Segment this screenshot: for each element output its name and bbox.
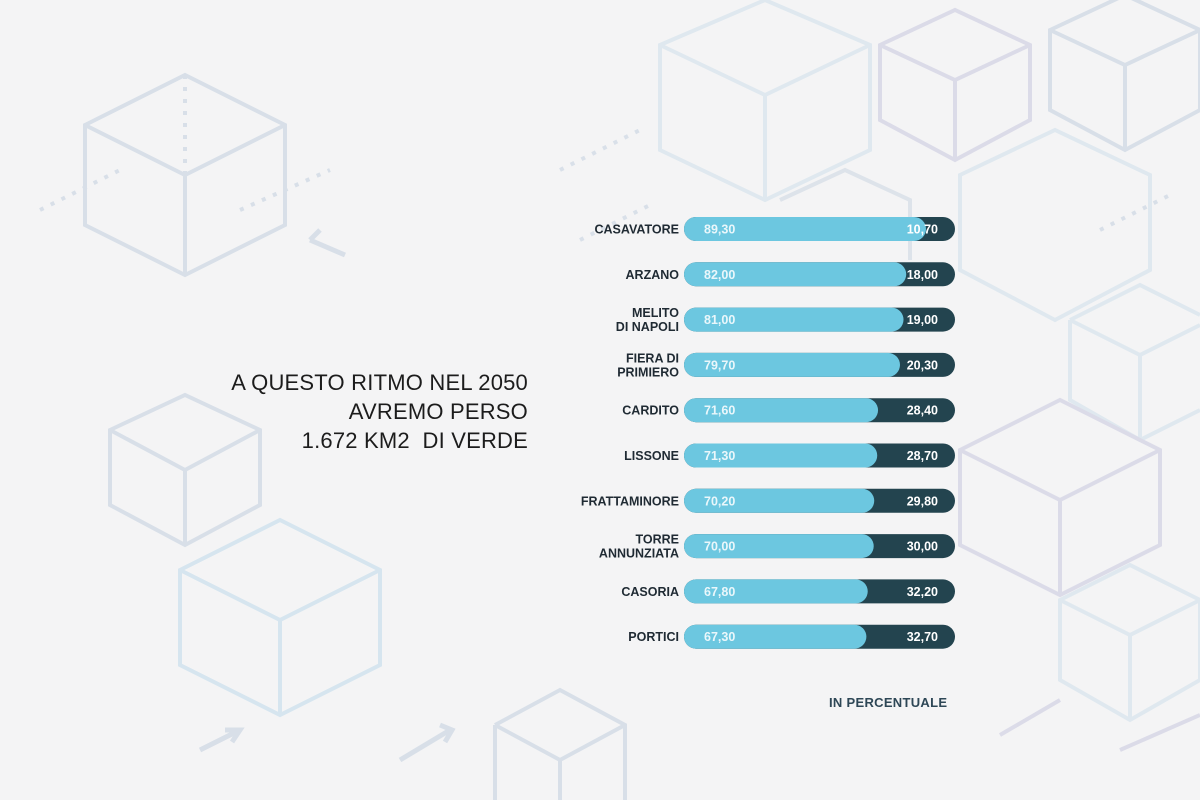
category-label-line: ANNUNZIATA [599, 547, 679, 561]
category-label-line: PORTICI [628, 630, 679, 644]
headline: A QUESTO RITMO NEL 2050 AVREMO PERSO 1.6… [108, 368, 528, 455]
value-label-primary: 89,30 [704, 223, 735, 237]
category-label-line: PRIMIERO [617, 365, 679, 379]
category-label: ARZANO [626, 268, 680, 282]
category-label: CASAVATORE [595, 223, 680, 237]
bar-segment-primary [684, 262, 907, 287]
category-label-line: FRATTAMINORE [581, 494, 679, 508]
category-label-line: CARDITO [622, 404, 679, 418]
value-label-primary: 70,00 [704, 540, 735, 554]
value-label-primary: 82,00 [704, 268, 735, 282]
value-label-remaining: 10,70 [907, 223, 938, 237]
category-label: TORRE ANNUNZIATA [599, 533, 679, 561]
bar-segment-primary [684, 488, 875, 513]
value-label-remaining: 32,20 [907, 585, 938, 599]
value-label-remaining: 19,00 [907, 313, 938, 327]
category-label-line: MELITO [632, 306, 679, 320]
category-label-line: FIERA DI [626, 351, 679, 365]
category-label: LISSONE [624, 449, 679, 463]
category-label-line: ARZANO [626, 268, 680, 282]
category-label: CASORIA [621, 585, 679, 599]
category-label-line: CASAVATORE [595, 223, 680, 237]
value-label-primary: 67,30 [704, 630, 735, 644]
category-label-line: LISSONE [624, 449, 679, 463]
value-label-remaining: 29,80 [907, 494, 938, 508]
value-label-primary: 67,80 [704, 585, 735, 599]
category-label: FRATTAMINORE [581, 494, 679, 508]
value-label-primary: 81,00 [704, 313, 735, 327]
bar-segment-primary [684, 534, 874, 559]
category-label: PORTICI [628, 630, 679, 644]
bar-segment-primary [684, 443, 878, 468]
unit-note: IN PERCENTUALE [829, 695, 948, 710]
value-label-primary: 71,30 [704, 449, 735, 463]
value-label-remaining: 28,40 [907, 404, 938, 418]
headline-line-2: AVREMO PERSO [348, 399, 528, 424]
category-label-line: DI NAPOLI [616, 320, 679, 334]
category-label-line: TORRE [635, 533, 679, 547]
bar-segment-primary [684, 307, 904, 332]
bar-segment-primary [684, 624, 867, 649]
category-label: CARDITO [622, 404, 679, 418]
category-label: FIERA DI PRIMIERO [617, 351, 679, 379]
value-label-primary: 79,70 [704, 358, 735, 372]
headline-line-3: 1.672 KM2 DI VERDE [301, 428, 528, 453]
bar-segment-primary [684, 217, 927, 241]
value-label-remaining: 18,00 [907, 268, 938, 282]
value-label-primary: 71,60 [704, 404, 735, 418]
value-label-primary: 70,20 [704, 494, 735, 508]
headline-line-1: A QUESTO RITMO NEL 2050 [231, 370, 528, 395]
value-label-remaining: 30,00 [907, 540, 938, 554]
bar-segment-primary [684, 579, 868, 604]
value-label-remaining: 32,70 [907, 630, 938, 644]
value-label-remaining: 28,70 [907, 449, 938, 463]
bar-segment-primary [684, 398, 879, 423]
category-label: MELITO DI NAPOLI [616, 306, 679, 334]
category-label-line: CASORIA [621, 585, 679, 599]
bar-segment-primary [684, 352, 900, 377]
value-label-remaining: 20,30 [907, 358, 938, 372]
